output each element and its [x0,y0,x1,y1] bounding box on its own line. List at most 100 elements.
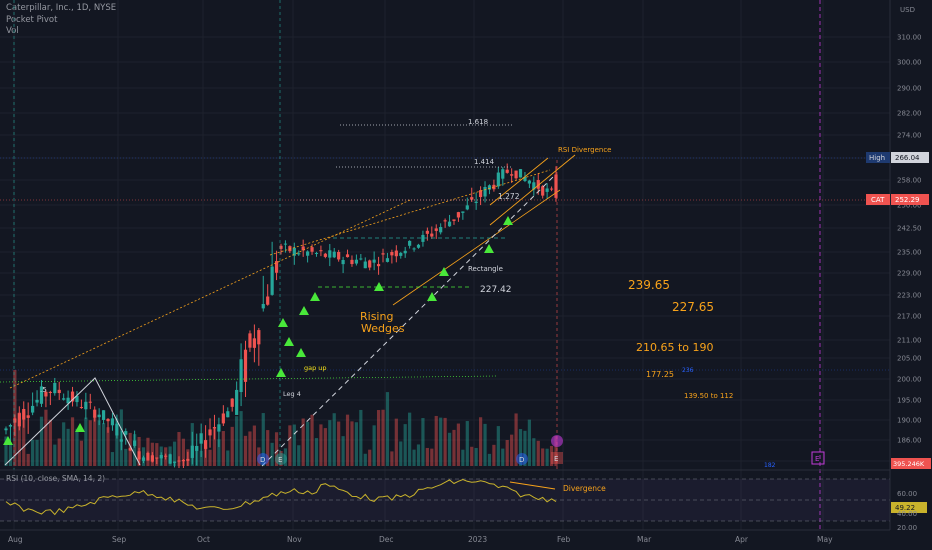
volume-bar [26,453,30,466]
candle-body [532,182,536,190]
candle-body [545,188,549,192]
volume-bar [456,423,461,466]
volume-bar [217,439,221,466]
candle-body [190,445,194,458]
candle-body [195,445,199,451]
candle-body [155,457,159,459]
candle-body [323,253,327,257]
volume-bar [70,417,75,466]
volume-bar [235,416,239,466]
candle-body [172,461,177,463]
svg-text:D: D [260,456,265,464]
price-tick-label: 229.00 [897,270,922,278]
event-markers[interactable]: D E D E E [257,435,825,465]
candle-body [119,439,123,442]
indicator-volume[interactable]: Vol [6,26,19,36]
candle-body [57,389,61,394]
volume-bar [478,417,483,466]
pocket-pivot-triangle [439,267,449,276]
volume-bar [314,438,319,466]
pocket-pivot-triangle [427,292,437,301]
candle-body [181,459,186,462]
price-axis[interactable]: 310.00300.00290.00282.00274.00266.00258.… [889,0,922,530]
volume-bar [501,448,505,466]
volume-bar [496,426,500,466]
volume-bar [354,422,359,466]
volume-bar [323,428,327,466]
candle-body [363,261,367,269]
candle-body [527,180,531,184]
candle-body [465,205,469,210]
volume-bar [532,438,536,466]
rsi-panel[interactable]: RSI (10, close, SMA, 14, 2) Divergence [0,469,890,522]
volume-bar [274,432,279,466]
candle-body [514,170,518,179]
pocket-pivot-triangle [284,337,294,346]
volume-bar [350,421,354,466]
volume-bar [266,430,270,466]
candle-body [452,219,456,221]
time-tick-label: Apr [735,535,749,544]
rsi-tick-label: 40.00 [897,510,917,518]
price-tick-label: 186.00 [897,437,922,445]
candle-body [203,440,208,449]
volume-bar [53,444,57,466]
volume-bar [48,419,52,466]
indicator-pocket-pivot[interactable]: Pocket Pivot [6,15,58,25]
candle-body [217,424,221,432]
candle-body [337,251,341,260]
volume-bar [22,411,26,466]
volume-bar [239,411,243,466]
candle-body [478,190,483,198]
candle-body [283,243,288,245]
candle-body [501,169,505,179]
volume-bar [545,448,549,466]
candle-body [403,250,407,254]
candle-body [549,188,554,190]
time-tick-label: Dec [379,535,394,544]
svg-text:E: E [815,455,819,463]
candle-body [461,211,465,213]
candle-body [44,391,48,397]
candle-body [350,259,354,265]
candle-body [306,251,310,256]
volume-bar [527,419,531,466]
volume-bar [474,447,478,466]
candle-body [124,431,128,435]
rsi-divergence-line [509,481,556,490]
fib-1618-label: 1.618 [468,118,488,126]
candle-body [505,169,509,173]
volume-bar [252,425,256,466]
time-axis[interactable]: Aug Sep Oct Nov Dec 2023 Feb Mar Apr May [0,529,890,544]
volume-bar [261,413,265,466]
time-tick-label: Oct [197,535,210,544]
price-tick-label: 274.00 [897,132,922,140]
volume-bar [4,436,8,466]
candle-body [301,246,305,251]
target-1: 239.65 [628,278,670,292]
volume-bar [8,442,13,466]
candle-body [270,266,274,295]
volume-bar [270,442,274,466]
candle-body [128,448,132,451]
volume-bar [199,450,203,466]
volume-bar [412,449,416,466]
volume-bar [510,434,514,466]
candle-body [328,250,332,258]
candle-body [230,398,234,407]
candle-body [332,251,336,258]
candle-body [430,233,434,237]
price-tick-label: 217.00 [897,313,922,321]
volume-bar [549,445,554,466]
volume-bar [84,417,88,466]
candle-body [274,261,279,273]
price-tick-label: 235.00 [897,249,922,257]
volume-bar [439,417,443,466]
time-tick-label: Sep [112,535,126,544]
high-value: 266.04 [895,154,920,162]
rect-low-label: 227.42 [480,285,512,295]
candle-body [425,230,429,234]
volume-bar [35,439,39,466]
svg-text:E: E [554,455,558,463]
